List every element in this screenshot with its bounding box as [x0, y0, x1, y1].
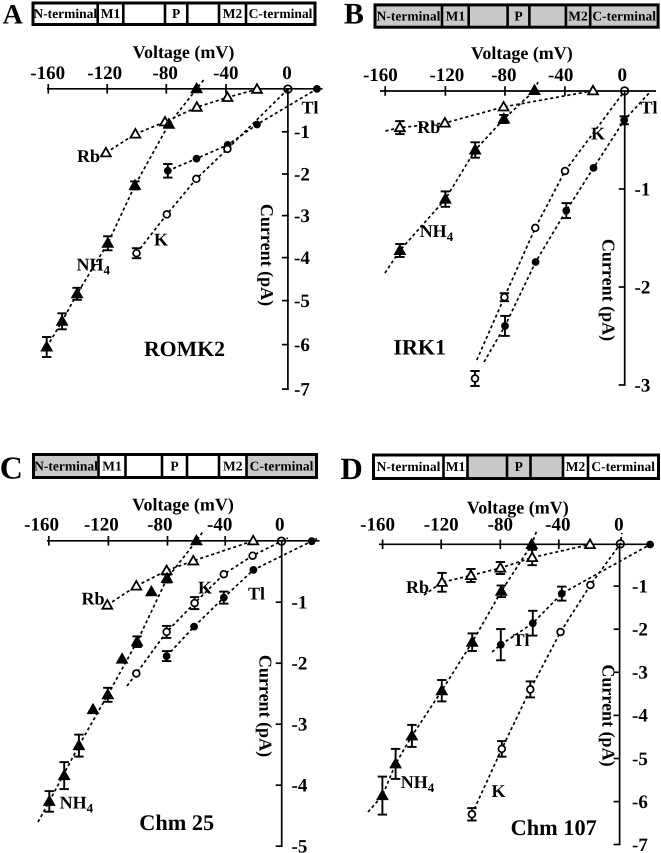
svg-text:P: P [170, 459, 178, 474]
svg-text:-2: -2 [292, 654, 308, 675]
svg-text:K: K [591, 124, 605, 144]
svg-text:-120: -120 [429, 65, 464, 86]
svg-text:P: P [515, 459, 523, 474]
svg-text:M2: M2 [223, 6, 243, 21]
svg-text:0: 0 [282, 63, 292, 84]
svg-text:Current (pA): Current (pA) [598, 239, 618, 341]
svg-text:-3: -3 [294, 206, 310, 227]
svg-text:-7: -7 [632, 835, 648, 853]
svg-text:Tl: Tl [301, 98, 318, 118]
svg-text:Rb: Rb [417, 117, 440, 137]
svg-text:-80: -80 [488, 515, 513, 536]
svg-text:0: 0 [614, 515, 624, 536]
svg-text:C-terminal: C-terminal [591, 459, 655, 474]
svg-text:Current (pA): Current (pA) [599, 664, 619, 766]
svg-text:ROMK2: ROMK2 [144, 337, 225, 361]
svg-text:IRK1: IRK1 [393, 334, 446, 359]
svg-text:-2: -2 [632, 620, 648, 641]
svg-text:A: A [3, 0, 24, 31]
svg-text:-3: -3 [632, 663, 648, 684]
svg-text:Current (pA): Current (pA) [256, 655, 276, 757]
svg-text:M1: M1 [102, 459, 122, 474]
svg-text:-80: -80 [147, 514, 172, 535]
svg-text:-1: -1 [292, 593, 308, 614]
svg-text:0: 0 [275, 514, 285, 535]
svg-text:-40: -40 [548, 65, 573, 86]
svg-text:-5: -5 [632, 749, 648, 770]
svg-text:K: K [154, 229, 168, 249]
svg-text:-5: -5 [294, 291, 310, 312]
svg-text:-2: -2 [635, 277, 651, 298]
svg-text:Chm 25: Chm 25 [139, 810, 214, 835]
svg-text:-160: -160 [30, 63, 65, 84]
svg-text:-3: -3 [292, 715, 308, 736]
svg-text:-6: -6 [632, 792, 648, 813]
svg-text:Current (pA): Current (pA) [257, 204, 277, 306]
svg-text:-3: -3 [635, 375, 651, 396]
svg-text:-120: -120 [87, 63, 122, 84]
svg-text:Voltage (mV): Voltage (mV) [467, 498, 569, 518]
svg-text:N-terminal: N-terminal [377, 9, 441, 24]
svg-text:0: 0 [617, 65, 627, 86]
svg-text:C-terminal: C-terminal [592, 9, 656, 24]
svg-text:N-terminal: N-terminal [34, 459, 98, 474]
svg-text:Tl: Tl [512, 630, 529, 650]
svg-text:-1: -1 [294, 122, 310, 143]
svg-text:M1: M1 [446, 459, 466, 474]
svg-text:-120: -120 [84, 514, 119, 535]
svg-text:-4: -4 [294, 248, 310, 269]
svg-text:-120: -120 [424, 515, 459, 536]
svg-text:-2: -2 [294, 164, 310, 185]
svg-text:C-terminal: C-terminal [249, 6, 313, 21]
svg-text:-40: -40 [207, 514, 232, 535]
svg-text:Tl: Tl [640, 98, 657, 118]
svg-text:-80: -80 [491, 65, 516, 86]
svg-text:M2: M2 [566, 459, 586, 474]
svg-text:Chm 107: Chm 107 [511, 815, 597, 840]
svg-text:Voltage (mV): Voltage (mV) [132, 495, 234, 515]
svg-text:NH4: NH4 [60, 792, 94, 815]
svg-text:-160: -160 [360, 515, 395, 536]
svg-text:M2: M2 [568, 9, 588, 24]
svg-text:Voltage (mV): Voltage (mV) [133, 42, 235, 62]
svg-text:N-terminal: N-terminal [377, 459, 441, 474]
svg-text:-160: -160 [363, 65, 398, 86]
svg-text:NH4: NH4 [420, 221, 454, 244]
svg-text:Rb: Rb [406, 577, 429, 597]
svg-text:P: P [172, 6, 180, 21]
svg-text:-40: -40 [213, 63, 238, 84]
svg-text:M2: M2 [223, 459, 243, 474]
svg-text:C-terminal: C-terminal [250, 459, 314, 474]
svg-text:-6: -6 [294, 335, 310, 356]
svg-text:M1: M1 [446, 9, 466, 24]
svg-text:-40: -40 [545, 515, 570, 536]
svg-text:-1: -1 [632, 576, 648, 597]
svg-text:NH4: NH4 [401, 772, 435, 795]
svg-text:Rb: Rb [81, 589, 104, 609]
svg-text:Tl: Tl [248, 584, 265, 604]
svg-text:-1: -1 [635, 179, 651, 200]
svg-text:M1: M1 [101, 6, 121, 21]
svg-text:K: K [491, 781, 505, 801]
svg-text:-4: -4 [632, 706, 648, 727]
svg-text:-5: -5 [292, 837, 308, 853]
svg-text:Rb: Rb [77, 146, 100, 166]
svg-text:C: C [0, 450, 23, 486]
svg-text:-80: -80 [153, 63, 178, 84]
svg-text:N-terminal: N-terminal [33, 6, 97, 21]
svg-text:D: D [340, 451, 362, 486]
svg-text:B: B [344, 0, 364, 31]
svg-text:-4: -4 [292, 776, 308, 797]
svg-text:-160: -160 [24, 514, 59, 535]
svg-text:-7: -7 [294, 379, 310, 400]
svg-text:Voltage (mV): Voltage (mV) [471, 43, 573, 63]
svg-text:P: P [514, 9, 522, 24]
svg-text:K: K [198, 578, 212, 598]
